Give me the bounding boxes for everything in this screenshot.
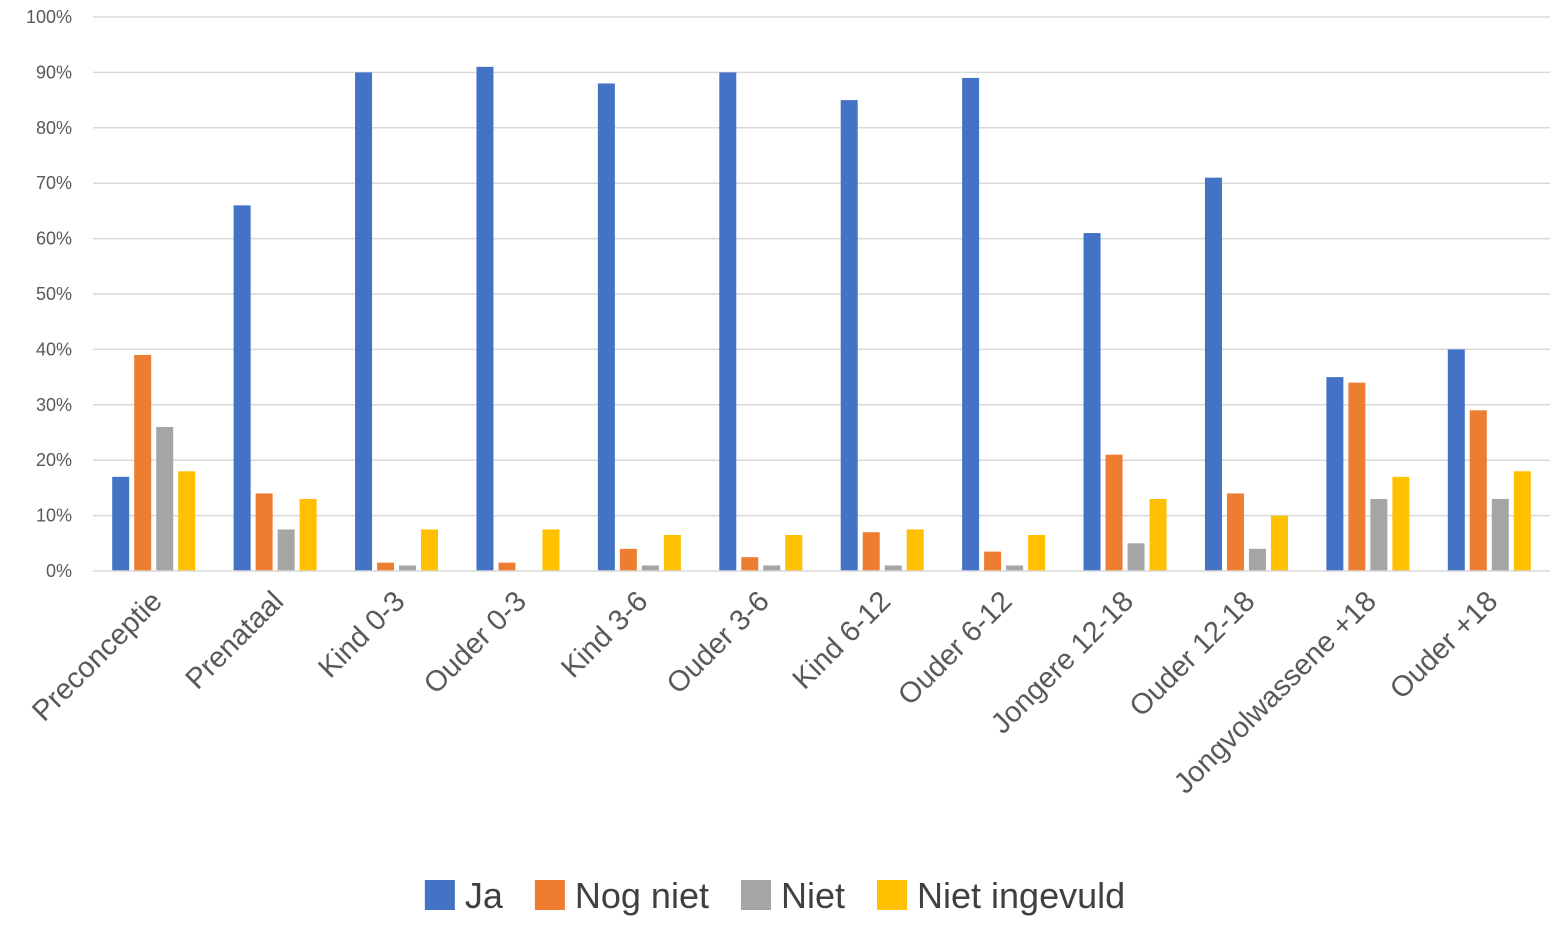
bar bbox=[1248, 548, 1266, 571]
x-tick-label: Ouder 3-6 bbox=[661, 585, 776, 700]
bar bbox=[1204, 177, 1222, 571]
bar bbox=[1326, 377, 1344, 571]
legend: Ja Nog niet Niet Niet ingevuld bbox=[424, 875, 1125, 916]
legend-item: Niet bbox=[740, 875, 845, 916]
x-tick-label: Preconceptie bbox=[26, 585, 168, 727]
legend-swatch bbox=[740, 880, 771, 910]
bar bbox=[719, 72, 737, 572]
bar bbox=[178, 471, 196, 571]
y-tick-label: 60% bbox=[36, 229, 72, 249]
y-tick-label: 50% bbox=[36, 284, 72, 304]
bar bbox=[277, 529, 295, 571]
bar bbox=[134, 354, 152, 571]
bar bbox=[421, 529, 439, 571]
legend-swatch bbox=[877, 880, 908, 910]
x-tick-label: Kind 3-6 bbox=[555, 585, 654, 684]
bar bbox=[399, 565, 417, 571]
bar bbox=[1270, 515, 1288, 571]
x-tick-label: Kind 6-12 bbox=[787, 585, 897, 695]
bar bbox=[1469, 410, 1487, 571]
y-tick-label: 70% bbox=[36, 173, 72, 193]
bar bbox=[156, 426, 174, 571]
bar bbox=[1028, 534, 1046, 571]
x-tick-label: Prenataal bbox=[180, 585, 290, 695]
bar bbox=[476, 66, 494, 572]
bar bbox=[862, 532, 880, 571]
x-tick-label: Ouder 12-18 bbox=[1124, 585, 1262, 723]
bar bbox=[597, 83, 615, 571]
x-axis-ticks: Preconceptie Prenataal Kind 0-3 Ouder 0-3 Ki… bbox=[26, 585, 1504, 800]
x-tick-label: Ouder +18 bbox=[1384, 585, 1504, 705]
bar bbox=[1491, 498, 1509, 571]
bar bbox=[1513, 471, 1531, 571]
y-tick-label: 0% bbox=[46, 561, 72, 581]
bar bbox=[663, 534, 681, 571]
y-tick-label: 90% bbox=[36, 62, 72, 82]
bar bbox=[884, 565, 902, 571]
bar bbox=[1348, 382, 1366, 571]
y-tick-label: 40% bbox=[36, 339, 72, 359]
bar bbox=[1226, 493, 1244, 571]
legend-label: Ja bbox=[465, 875, 504, 916]
bar bbox=[785, 534, 803, 571]
legend-label: Niet bbox=[781, 875, 845, 916]
bar bbox=[233, 205, 251, 572]
y-tick-label: 100% bbox=[26, 7, 72, 27]
bar bbox=[1149, 498, 1167, 571]
bar bbox=[840, 100, 858, 571]
legend-label: Nog niet bbox=[575, 875, 709, 916]
legend-item: Nog niet bbox=[534, 875, 709, 916]
bar bbox=[1105, 454, 1123, 571]
x-tick-label: Ouder 0-3 bbox=[418, 585, 533, 700]
bar bbox=[377, 562, 395, 571]
bar bbox=[641, 565, 659, 571]
bar bbox=[906, 529, 924, 571]
bar bbox=[619, 548, 637, 571]
legend-item: Ja bbox=[424, 875, 504, 916]
bar bbox=[542, 529, 560, 571]
legend-label: Niet ingevuld bbox=[917, 875, 1125, 916]
legend-swatch bbox=[424, 880, 455, 910]
bar bbox=[355, 72, 373, 572]
bar bbox=[299, 498, 317, 571]
legend-item: Niet ingevuld bbox=[877, 875, 1125, 916]
y-tick-label: 20% bbox=[36, 450, 72, 470]
gridlines bbox=[93, 16, 1550, 517]
bar bbox=[741, 557, 759, 571]
bar bbox=[962, 77, 980, 571]
bar bbox=[1392, 476, 1410, 571]
bar bbox=[1083, 233, 1101, 571]
x-tick-label: Kind 0-3 bbox=[312, 585, 411, 684]
x-tick-label: Ouder 6-12 bbox=[892, 585, 1018, 711]
y-tick-label: 30% bbox=[36, 395, 72, 415]
y-tick-label: 80% bbox=[36, 118, 72, 138]
x-tick-label: Jongvolwassene +18 bbox=[1168, 585, 1383, 800]
y-tick-label: 10% bbox=[36, 506, 72, 526]
bar bbox=[1006, 565, 1024, 571]
y-axis-ticks: 0% 10% 20% 30% 40% 50% 60% 70% 80% 90% 100% bbox=[26, 7, 72, 581]
bar bbox=[1370, 498, 1388, 571]
bar bbox=[984, 551, 1002, 571]
bars bbox=[112, 66, 1531, 572]
bar bbox=[112, 476, 130, 571]
bar bbox=[1127, 543, 1145, 571]
bar bbox=[498, 562, 516, 571]
bar bbox=[763, 565, 781, 571]
legend-swatch bbox=[534, 880, 565, 910]
bar bbox=[255, 493, 273, 571]
bar bbox=[1447, 349, 1465, 571]
